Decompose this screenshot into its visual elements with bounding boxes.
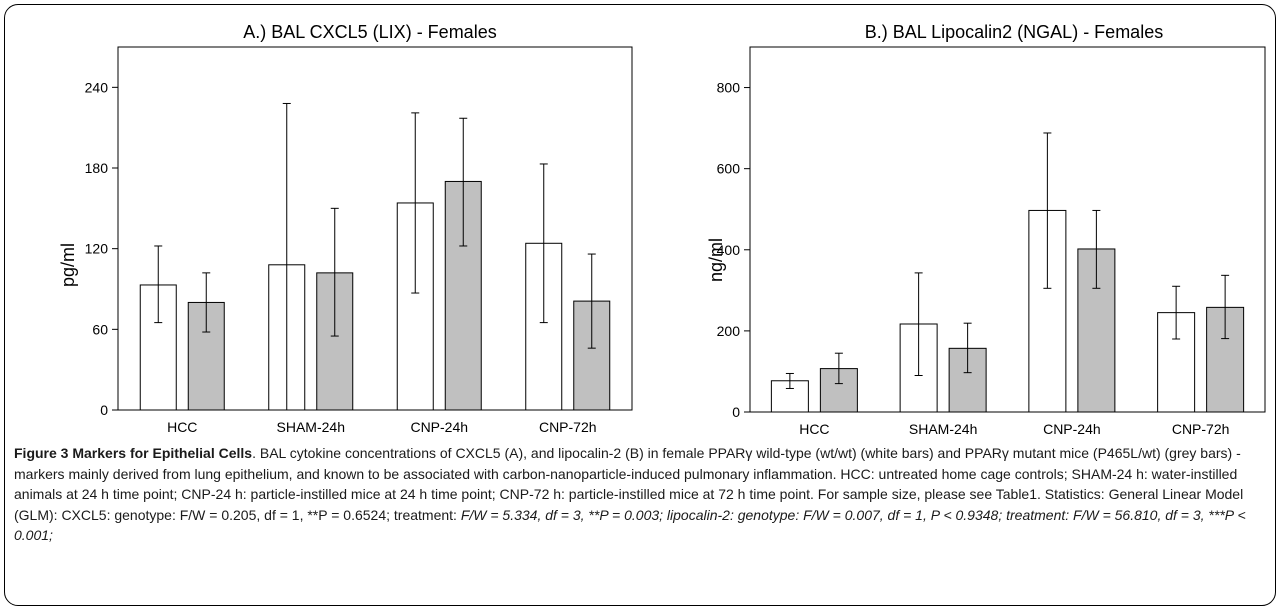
chart-b-plot-frame xyxy=(749,46,1266,413)
chart-a-xtick-label: HCC xyxy=(167,419,197,435)
caption-title: Figure 3 Markers for Epithelial Cells xyxy=(14,445,253,461)
chart-b-ytick-label: 400 xyxy=(717,242,741,258)
caption-body: . BAL cytokine concentrations of CXCL5 (… xyxy=(14,445,1244,523)
chart-b-ytick-label: 800 xyxy=(717,80,741,96)
chart-a-xtick-label: CNP-72h xyxy=(539,419,597,435)
chart-b-bar xyxy=(1028,209,1067,413)
chart-a-title: A.) BAL CXCL5 (LIX) - Females xyxy=(243,22,496,42)
chart-a-ytick-label: 240 xyxy=(85,79,109,95)
chart-a-ytick-label: 60 xyxy=(92,321,108,337)
chart-b-title: B.) BAL Lipocalin2 (NGAL) - Females xyxy=(865,22,1163,42)
chart-a-ytick-label: 120 xyxy=(85,241,109,257)
chart-a: A.) BAL CXCL5 (LIX) - Females pg/ml 0 60 1… xyxy=(58,22,633,435)
chart-a-plot-frame xyxy=(117,46,633,411)
figure-caption: Figure 3 Markers for Epithelial Cells. B… xyxy=(14,443,1266,546)
figure-charts: A.) BAL CXCL5 (LIX) - Females pg/ml 0 60 1… xyxy=(58,22,1266,437)
chart-a-ytick-label: 180 xyxy=(85,160,109,176)
chart-a-xtick-label: SHAM-24h xyxy=(277,419,345,435)
chart-b-xtick-label: SHAM-24h xyxy=(909,421,977,437)
chart-b-ytick-label: 200 xyxy=(717,323,741,339)
chart-a-ytick-label: 0 xyxy=(100,402,108,418)
chart-b-ytick-label: 600 xyxy=(717,161,741,177)
chart-b: B.) BAL Lipocalin2 (NGAL) - Females ng/m… xyxy=(706,22,1266,437)
chart-b-ytick-label: 0 xyxy=(732,404,740,420)
chart-b-xtick-label: CNP-72h xyxy=(1172,421,1230,437)
chart-b-xtick-label: HCC xyxy=(799,421,829,437)
chart-a-ylabel: pg/ml xyxy=(58,243,78,287)
caption-stats: F/W = 5.334, df = 3, **P = 0.003; lipoca… xyxy=(14,506,1246,544)
chart-a-xtick-label: CNP-24h xyxy=(410,419,468,435)
chart-b-xtick-label: CNP-24h xyxy=(1043,421,1101,437)
chart-b-ylabel: ng/ml xyxy=(706,238,726,282)
